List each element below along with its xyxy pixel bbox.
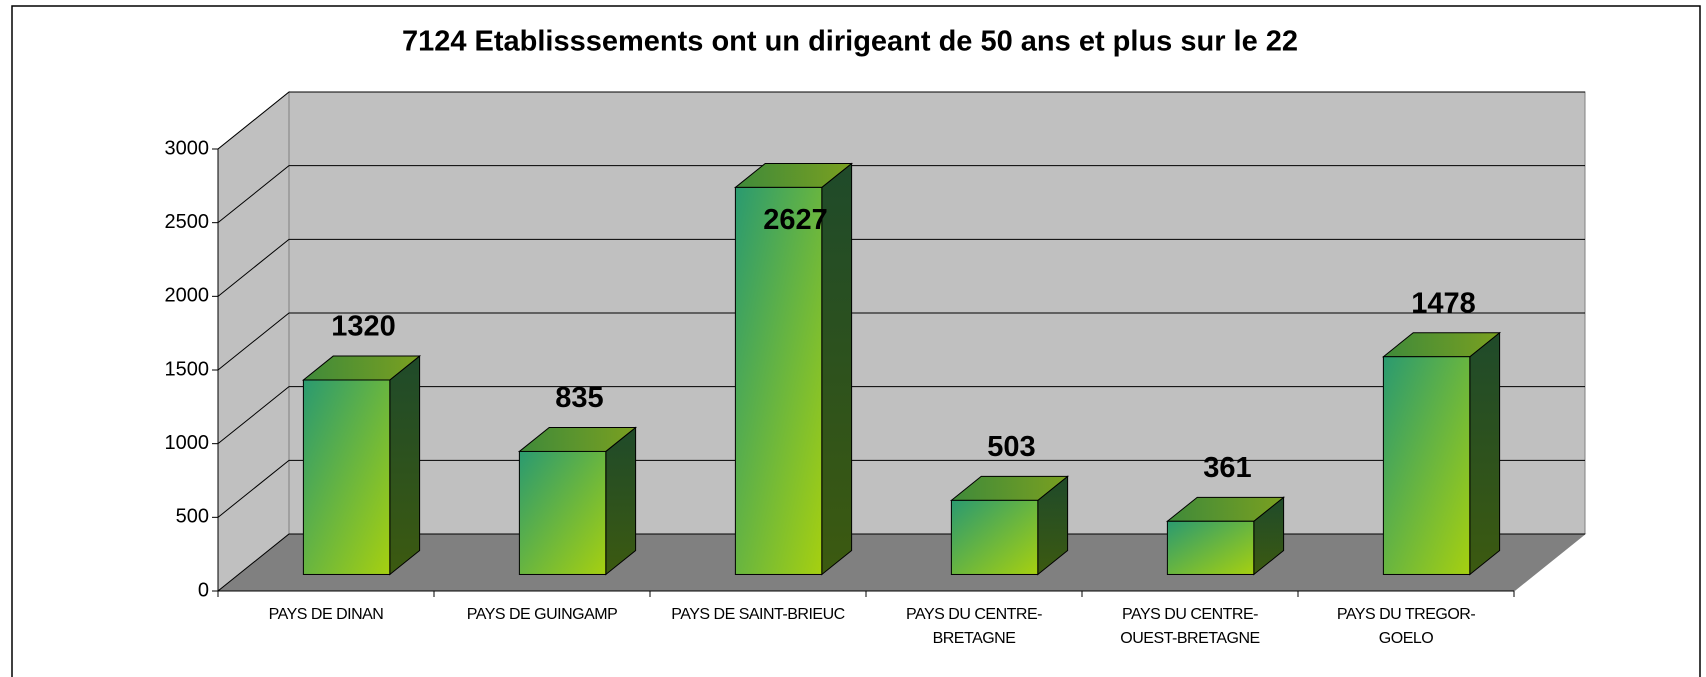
x-tick-label: PAYS DE GUINGAMP [466, 606, 618, 623]
data-label: 1320 [331, 311, 396, 343]
grid-line [217, 386, 1585, 445]
grid-line [217, 238, 1585, 297]
y-tick-label: 500 [176, 506, 209, 528]
bar [1382, 356, 1471, 575]
data-label: 361 [1203, 452, 1251, 484]
y-tick-label: 1500 [165, 358, 210, 380]
bar [302, 379, 391, 575]
bar [518, 450, 607, 575]
x-tick-label: PAYS DU TREGOR-GOELO [1336, 606, 1476, 647]
data-label: 503 [987, 431, 1035, 463]
x-tick-label: PAYS DU CENTRE-OUEST-BRETAGNE [1120, 606, 1260, 647]
data-label: 835 [555, 382, 603, 414]
grid-line [217, 312, 1585, 371]
y-tick-label: 1000 [165, 432, 210, 454]
data-label: 1478 [1411, 287, 1476, 319]
bar [950, 499, 1039, 575]
chart-title: 7124 Etablisssements ont un dirigeant de… [402, 26, 1298, 58]
y-tick-label: 0 [198, 579, 209, 601]
y-tick-label: 2000 [165, 285, 210, 307]
grid-line [217, 91, 1585, 150]
y-tick-label: 3000 [165, 137, 210, 159]
x-tick-label: PAYS DE SAINT-BRIEUC [671, 606, 845, 623]
grid-line [217, 165, 1585, 224]
bar [1166, 520, 1255, 575]
data-label: 2627 [763, 204, 828, 236]
bar-side [1469, 331, 1501, 576]
y-tick-label: 2500 [165, 211, 210, 233]
bar-side [389, 355, 421, 576]
x-tick-label: PAYS DU CENTRE-BRETAGNE [906, 606, 1042, 647]
bar [734, 186, 823, 575]
x-tick-label: PAYS DE DINAN [268, 606, 384, 623]
frame [11, 5, 1701, 677]
grid-line [217, 533, 1585, 592]
floor [216, 533, 1587, 592]
bar-side [605, 426, 637, 576]
grid-line [217, 459, 1585, 518]
